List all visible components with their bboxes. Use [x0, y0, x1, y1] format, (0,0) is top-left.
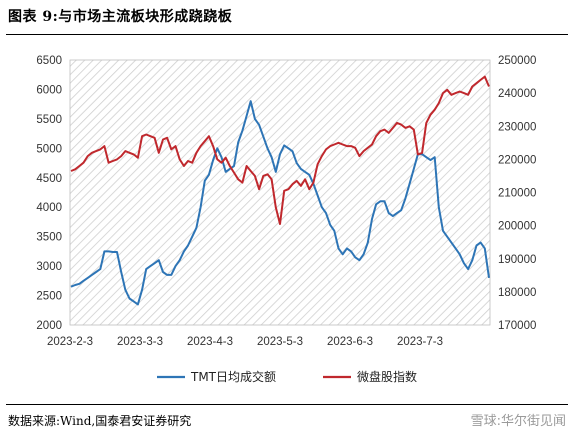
- y-right-tick-label: 220000: [498, 154, 536, 166]
- watermark: 雪球:华尔街见闻: [470, 414, 566, 429]
- y-right-tick-label: 210000: [498, 188, 536, 200]
- legend-label-weipan: 微盘股指数: [357, 369, 417, 384]
- title-rule: [6, 34, 568, 35]
- y-left-tick-label: 2500: [36, 291, 62, 303]
- x-tick-label: 2023-7-3: [397, 336, 443, 348]
- y-left-tick-label: 6000: [36, 84, 62, 96]
- y-left-tick-label: 6500: [36, 55, 62, 67]
- y-left-tick-label: 3000: [36, 261, 62, 273]
- x-tick-label: 2023-6-3: [327, 336, 373, 348]
- legend: TMT日均成交额 微盘股指数: [157, 369, 417, 384]
- right-axis: 170000 180000 190000 200000 210000 220000 2300…: [498, 55, 536, 332]
- y-right-tick-label: 200000: [498, 221, 536, 233]
- y-left-tick-label: 5500: [36, 114, 62, 126]
- x-axis: 2023-2-3 2023-3-3 2023-4-3 2023-5-3 2023-6-3…: [47, 336, 443, 348]
- series-line-weipan: [70, 75, 490, 225]
- chart-title: 图表 9:与市场主流板块形成跷跷板: [8, 9, 233, 25]
- x-tick-label: 2023-4-3: [187, 336, 233, 348]
- x-tick-label: 2023-5-3: [257, 336, 303, 348]
- y-left-tick-label: 2000: [36, 320, 62, 332]
- y-right-tick-label: 190000: [498, 254, 536, 266]
- footer-rule: [6, 404, 568, 405]
- y-left-tick-label: 4000: [36, 202, 62, 214]
- y-right-tick-label: 240000: [498, 88, 536, 100]
- legend-label-tmt: TMT日均成交额: [190, 369, 276, 384]
- x-tick-label: 2023-3-3: [117, 336, 163, 348]
- y-left-tick-label: 3500: [36, 232, 62, 244]
- y-right-tick-label: 170000: [498, 320, 536, 332]
- y-left-tick-label: 5000: [36, 143, 62, 155]
- y-left-tick-label: 4500: [36, 173, 62, 185]
- left-axis: 2000 2500 3000 3500 4000 4500 5000 5500 6000 6500: [36, 55, 62, 332]
- series-layer: [70, 75, 490, 306]
- data-source-note: 数据来源:Wind,国泰君安证券研究: [8, 414, 192, 428]
- y-right-tick-label: 250000: [498, 55, 536, 67]
- y-right-tick-label: 180000: [498, 287, 536, 299]
- plot-area: [69, 59, 491, 326]
- x-tick-label: 2023-2-3: [47, 336, 93, 348]
- y-right-tick-label: 230000: [498, 121, 536, 133]
